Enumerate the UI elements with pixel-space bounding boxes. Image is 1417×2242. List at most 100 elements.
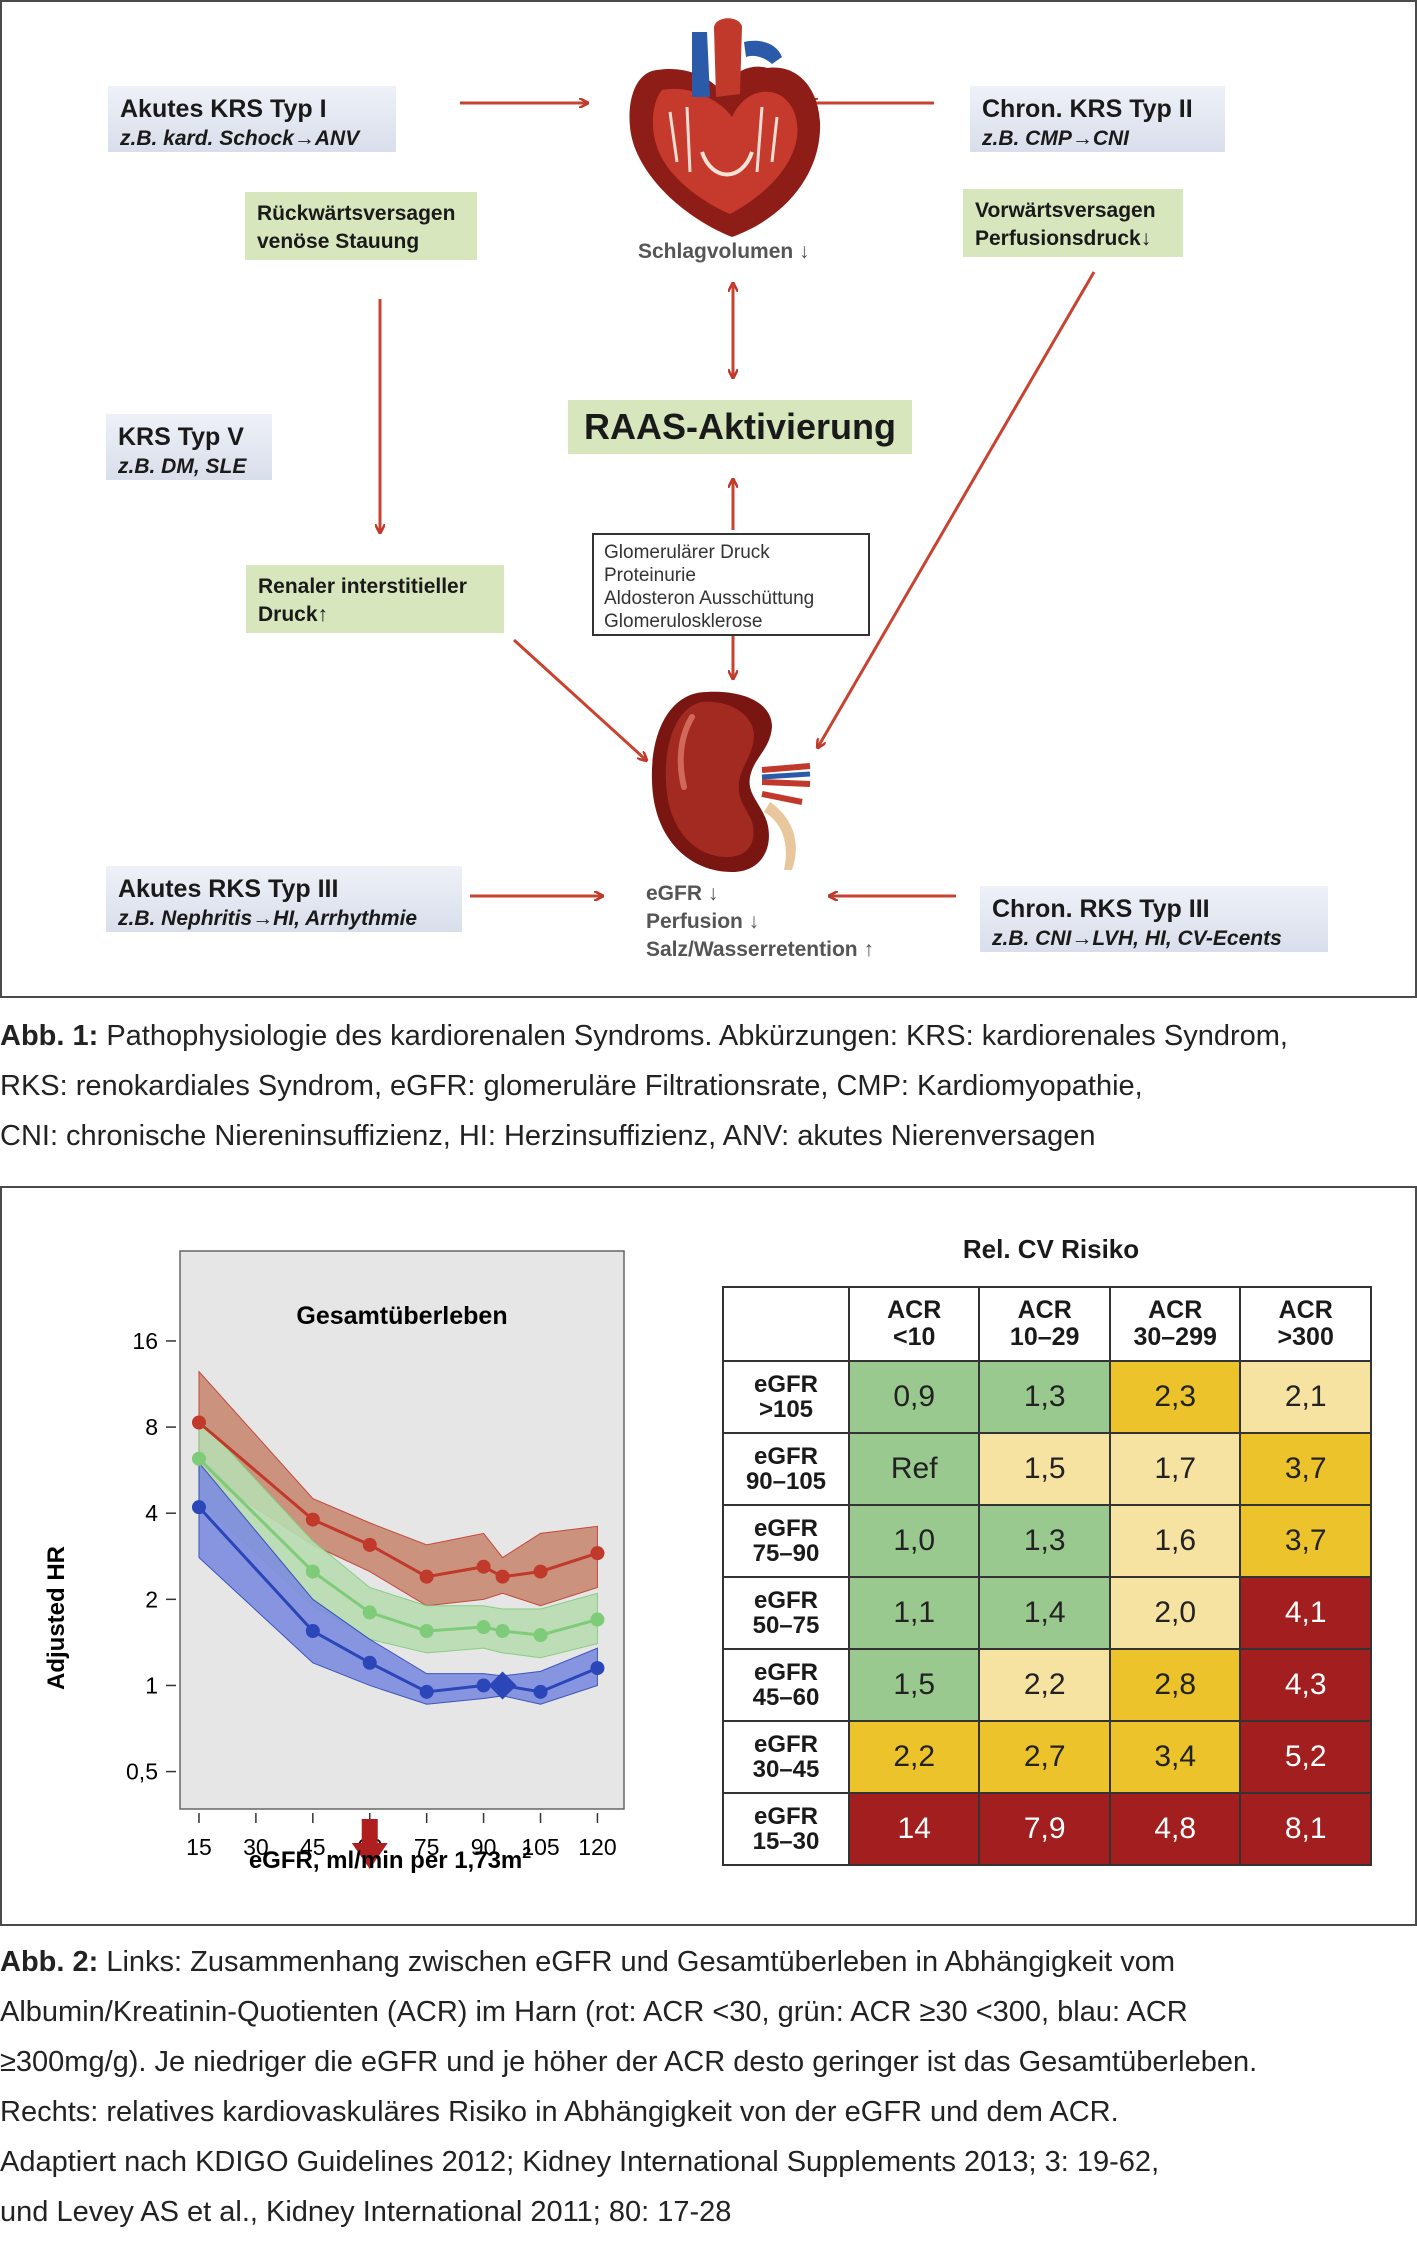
risk-col-header: ACR 30–299 [1108, 1286, 1242, 1362]
risk-row-label-line: 90–105 [745, 1468, 827, 1495]
data-point [191, 1500, 206, 1515]
chart-y-axis: 0,5 1 2 4 8 16 [126, 1328, 176, 1785]
risk-row: eGFR 75–90 1,0 1,3 1,6 3,7 [722, 1504, 1372, 1578]
risk-row-label: eGFR 15–30 [722, 1792, 850, 1866]
data-point [191, 1415, 206, 1430]
reference-diamond [488, 1671, 517, 1700]
data-point [476, 1620, 491, 1635]
y-tick-label: 16 [132, 1328, 158, 1354]
box-backward-failure: Rückwärtsversagen venöse Stauung [245, 192, 477, 260]
data-point [362, 1655, 377, 1670]
risk-cell: 1,5 [978, 1432, 1111, 1506]
egfr-60-arrow [351, 1819, 388, 1869]
krs2-title: Chron. KRS Typ II [982, 95, 1193, 123]
box-rks-type3-acute: Akutes RKS Typ III z.B. Nephritis→HI, Ar… [106, 866, 462, 932]
risk-cell: 2,3 [1108, 1360, 1242, 1434]
arrow-renal-kidney [512, 638, 646, 760]
data-point [533, 1684, 548, 1699]
risk-row: eGFR 45–60 1,5 2,2 2,8 4,3 [722, 1648, 1372, 1722]
y-tick-label: 4 [145, 1500, 158, 1526]
risk-cell: 3,7 [1239, 1432, 1372, 1506]
risk-cell: 3,7 [1239, 1504, 1372, 1578]
x-tick-label: 75 [414, 1834, 440, 1860]
renal-pressure-line2: Druck↑ [258, 603, 329, 626]
chart-xlabel: eGFR, ml/min per 1,73m2 [249, 1845, 531, 1874]
risk-col-header-line1: ACR [1017, 1296, 1072, 1324]
risk-row-label: eGFR 75–90 [722, 1504, 850, 1578]
data-point [533, 1564, 548, 1579]
risk-row-label: eGFR 30–45 [722, 1720, 850, 1794]
mechanisms-box: Glomerulärer Druck Proteinurie Aldostero… [592, 533, 870, 636]
risk-cell: 2,1 [1239, 1360, 1372, 1434]
krs2-sub: z.B. CMP→CNI [982, 127, 1129, 150]
data-point [533, 1628, 548, 1643]
series-band [198, 1461, 598, 1705]
risk-cell: 1,7 [1108, 1432, 1242, 1506]
risk-row-label-line: >105 [758, 1396, 814, 1423]
risk-cell: 1,4 [978, 1576, 1111, 1650]
mechanism-item: Aldosteron Ausschüttung [604, 588, 815, 609]
risk-col-header-line1: ACR [1278, 1296, 1333, 1324]
risk-cell: 4,1 [1239, 1576, 1372, 1650]
caption2-line: Albumin/Kreatinin-Quotienten (ACR) im Ha… [0, 1996, 1188, 2028]
y-tick-label: 8 [145, 1414, 158, 1440]
chart-title: Gesamtüberleben [296, 1302, 507, 1330]
marker-arrow [351, 1819, 388, 1869]
risk-row-label: eGFR 90–105 [722, 1432, 850, 1506]
figure1-frame: Akutes KRS Typ I z.B. kard. Schock→ANV C… [0, 0, 1417, 998]
data-point [419, 1684, 434, 1699]
risk-cell: 4,8 [1108, 1792, 1242, 1866]
x-tick-label: 120 [578, 1834, 616, 1860]
caption1-line: Pathophysiologie des kardiorenalen Syndr… [98, 1020, 1288, 1052]
data-point [476, 1559, 491, 1574]
risk-row-label: eGFR 50–75 [722, 1576, 850, 1650]
risk-row-label-line: 15–30 [752, 1828, 820, 1855]
data-point [590, 1546, 605, 1561]
risk-row-label-line: eGFR [753, 1371, 818, 1398]
risk-header-row: ACR <10 ACR 10–29 ACR 30–299 ACR >300 [722, 1286, 1372, 1362]
risk-table: ACR <10 ACR 10–29 ACR 30–299 ACR >300 eGFR >105 0… [722, 1286, 1372, 1866]
x-tick-label: 15 [186, 1834, 212, 1860]
caption1-label: Abb. 1: [0, 1020, 99, 1052]
kidney-labels: eGFR ↓ Perfusion ↓ Salz/Wasserretention … [646, 880, 946, 964]
data-point [305, 1564, 320, 1579]
risk-row-label-line: eGFR [753, 1731, 818, 1758]
y-tick-label: 0,5 [126, 1759, 158, 1785]
risk-row-label-line: eGFR [753, 1587, 818, 1614]
mechanism-item: Proteinurie [604, 565, 696, 586]
caption1-line: CNI: chronische Niereninsuffizienz, HI: … [0, 1120, 1096, 1152]
risk-row-label: eGFR >105 [722, 1360, 850, 1434]
forward-failure-line1: Vorwärtsversagen [975, 199, 1156, 222]
risk-cell: 2,2 [847, 1720, 981, 1794]
x-tick-label: 105 [521, 1834, 559, 1860]
risk-row-label-line: 30–45 [752, 1756, 820, 1783]
risk-cell: 1,3 [978, 1504, 1111, 1578]
risk-cell: Ref [847, 1432, 981, 1506]
chart-ylabel: Adjusted HR [43, 1546, 70, 1690]
risk-row: eGFR 30–45 2,2 2,7 3,4 5,2 [722, 1720, 1372, 1794]
box-forward-failure: Vorwärtsversagen Perfusionsdruck↓ [963, 189, 1183, 257]
risk-cell: 2,2 [978, 1648, 1111, 1722]
risk-cell: 3,4 [1108, 1720, 1242, 1794]
y-tick-label: 1 [145, 1672, 158, 1698]
data-point [419, 1569, 434, 1584]
risk-col-header: ACR >300 [1239, 1286, 1372, 1362]
rks3a-title: Akutes RKS Typ III [118, 875, 339, 903]
heart-illustration [629, 18, 821, 237]
chart-xlabel-sup: 2 [522, 1845, 531, 1862]
data-point [362, 1537, 377, 1552]
x-tick-label: 30 [243, 1834, 269, 1860]
risk-row-label-line: eGFR [753, 1515, 818, 1542]
mechanism-item: Glomerulärer Druck [604, 542, 770, 563]
risk-cell: 2,0 [1108, 1576, 1242, 1650]
risk-col-header: ACR <10 [847, 1286, 981, 1362]
risk-row-label-line: 50–75 [752, 1612, 820, 1639]
box-renal-pressure: Renaler interstitieller Druck↑ [246, 565, 504, 633]
heart-label: Schlagvolumen ↓ [638, 240, 810, 263]
data-point [590, 1612, 605, 1627]
risk-row-label: eGFR 45–60 [722, 1648, 850, 1722]
caption2-line: und Levey AS et al., Kidney Internationa… [0, 2196, 732, 2228]
box-krs-type2: Chron. KRS Typ II z.B. CMP→CNI [970, 86, 1225, 152]
risk-cell: 0,9 [847, 1360, 981, 1434]
data-point [305, 1512, 320, 1527]
